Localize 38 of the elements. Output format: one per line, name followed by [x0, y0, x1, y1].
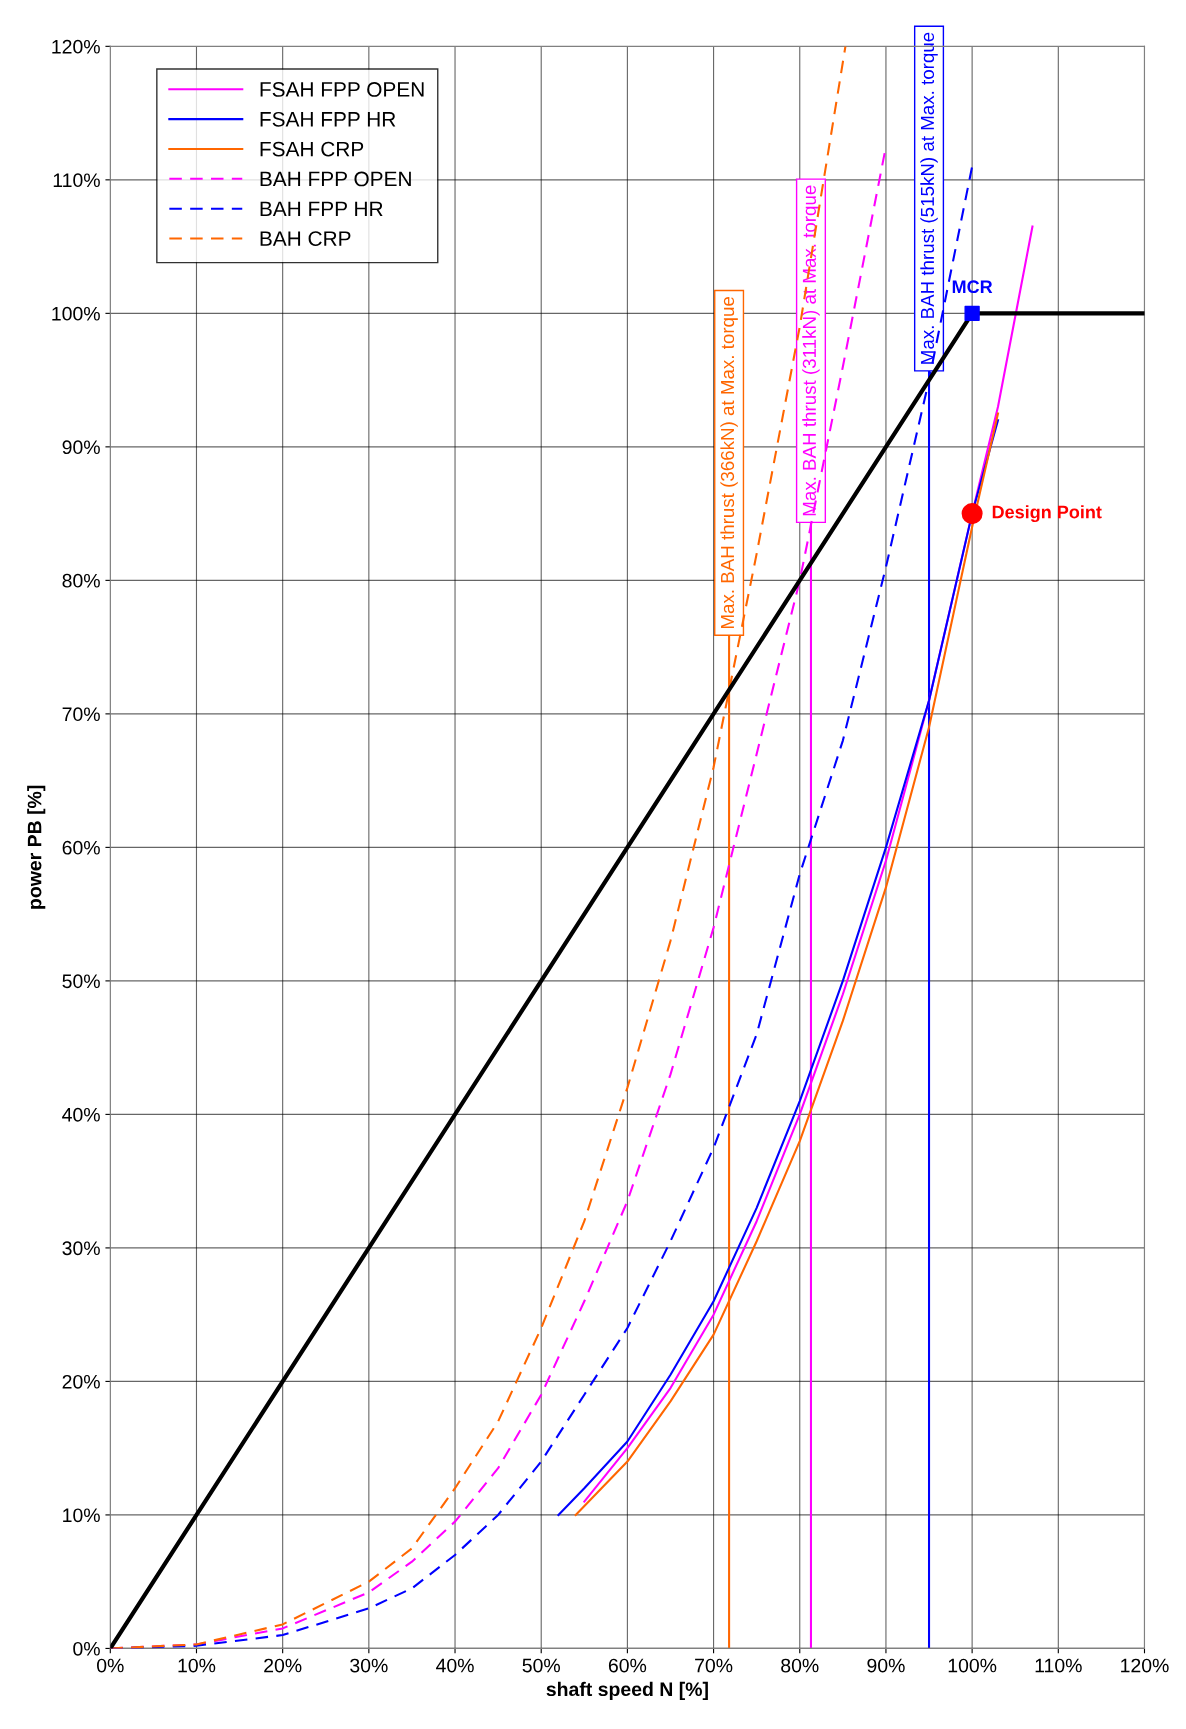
y-tick-label: 100%	[52, 306, 100, 321]
x-tick-label: 70%	[695, 1658, 733, 1673]
x-tick-label: 50%	[522, 1658, 560, 1673]
y-axis-title: power PB [%]	[27, 785, 46, 909]
legend-label: BAH FPP HR	[260, 201, 383, 216]
series-label: Design Point	[992, 505, 1102, 523]
x-tick-label: 10%	[178, 1658, 216, 1673]
x-tick-label: 60%	[608, 1658, 647, 1673]
y-tick-label: 60%	[62, 840, 100, 855]
x-tick-label: 100%	[948, 1658, 997, 1673]
x-tick-label: 30%	[350, 1658, 388, 1673]
y-tick-label: 90%	[62, 440, 100, 455]
x-tick-label: 110%	[1035, 1658, 1082, 1673]
y-tick-label: 50%	[62, 974, 100, 989]
x-tick-label: 120%	[1121, 1658, 1169, 1673]
x-axis-title: shaft speed N [%]	[546, 1681, 708, 1700]
legend-label: FSAH FPP OPEN	[260, 82, 424, 97]
y-tick-label: 120%	[52, 39, 100, 54]
y-tick-label: 70%	[62, 707, 100, 722]
x-tick-label: 80%	[781, 1658, 819, 1673]
ref-line-label: Max. BAH thrust (515kN) at Max. torque	[920, 32, 938, 364]
y-tick-label: 40%	[62, 1107, 100, 1122]
y-tick-label: 80%	[62, 573, 100, 588]
legend-label: BAH CRP	[260, 231, 351, 246]
ref-line-label: Max. BAH thrust (366kN) at Max. torque	[720, 296, 738, 629]
y-tick-label: 0%	[73, 1641, 100, 1656]
legend-label: FSAH FPP HR	[260, 111, 396, 127]
series-label: MCR	[952, 280, 993, 294]
y-tick-label: 30%	[62, 1241, 100, 1256]
y-tick-label: 10%	[63, 1508, 100, 1523]
x-tick-label: 0%	[97, 1658, 124, 1673]
legend-label: BAH FPP OPEN	[260, 171, 411, 187]
legend-label: FSAH CRP	[260, 141, 364, 157]
y-tick-label: 110%	[53, 173, 100, 188]
y-tick-label: 20%	[62, 1374, 100, 1389]
x-tick-label: 90%	[867, 1658, 905, 1673]
x-tick-label: 40%	[436, 1658, 474, 1673]
x-tick-label: 20%	[264, 1658, 302, 1673]
